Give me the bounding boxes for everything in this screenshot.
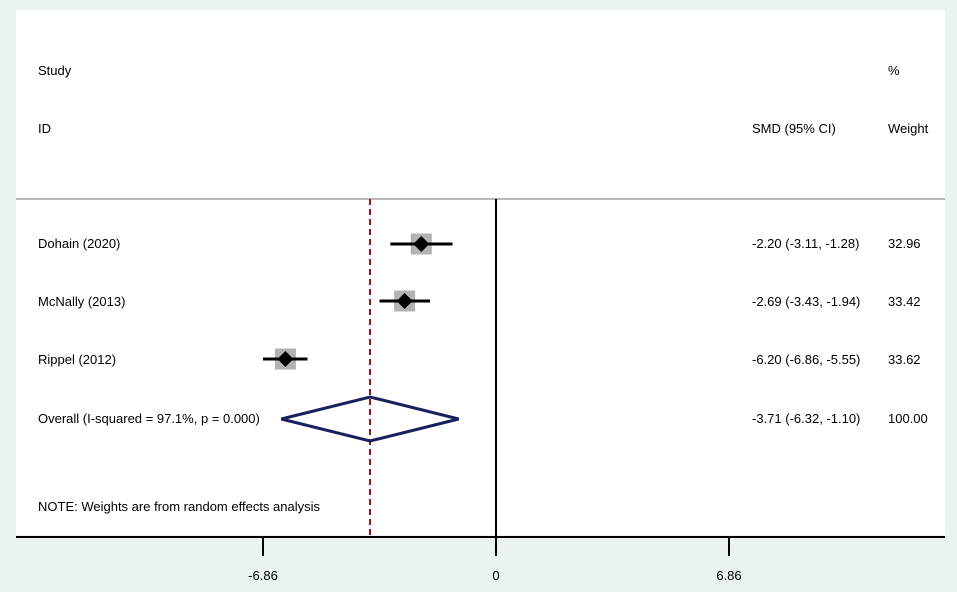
study-ci-text: -2.69 (-3.43, -1.94)	[752, 294, 861, 309]
overall-label: Overall (I-squared = 97.1%, p = 0.000)	[38, 411, 260, 426]
header-pct-label: %	[888, 63, 900, 78]
overall-ci-text: -3.71 (-6.32, -1.10)	[752, 411, 861, 426]
study-name: Dohain (2020)	[38, 236, 121, 251]
overall-diamond	[280, 395, 459, 443]
study-ci-text: -2.20 (-3.11, -1.28)	[752, 236, 860, 251]
header-id-label: ID	[38, 121, 51, 136]
overall-weight: 100.00	[888, 411, 928, 426]
x-tick-label: 6.86	[716, 568, 742, 583]
weights-note: NOTE: Weights are from random effects an…	[38, 499, 321, 514]
header-study-label: Study	[38, 63, 72, 78]
x-tick-label: 0	[492, 568, 500, 583]
study-weight: 33.62	[888, 352, 921, 367]
study-ci-text: -6.20 (-6.86, -5.55)	[752, 352, 861, 367]
point-estimate-marker	[277, 351, 294, 367]
study-name: Rippel (2012)	[38, 352, 117, 367]
plot-panel	[16, 10, 945, 535]
study-weight: 32.96	[888, 236, 921, 251]
header-weight-label: Weight	[888, 121, 929, 136]
study-name: McNally (2013)	[38, 294, 126, 309]
study-weight: 33.42	[888, 294, 921, 309]
point-estimate-marker	[396, 293, 413, 309]
x-tick-label: -6.86	[248, 568, 278, 583]
header-effect-label: SMD (95% CI)	[752, 121, 836, 136]
point-estimate-marker	[413, 236, 430, 252]
